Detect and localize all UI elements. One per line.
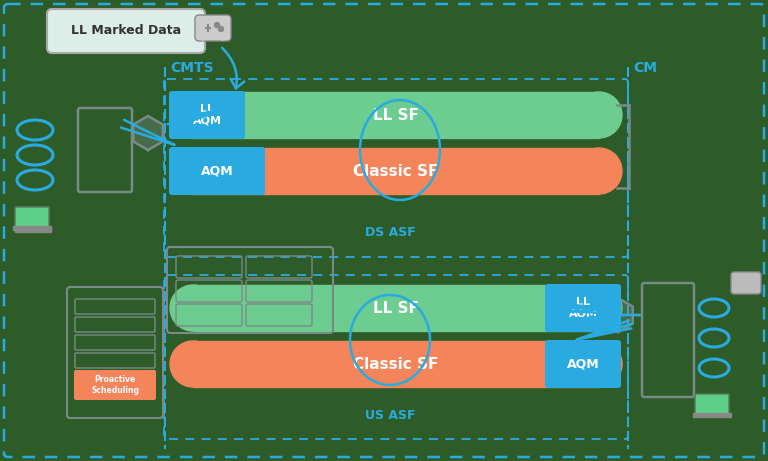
Circle shape bbox=[576, 92, 622, 138]
Bar bbox=[15, 228, 51, 232]
Text: Classic SF: Classic SF bbox=[353, 164, 439, 178]
Bar bbox=[193, 92, 599, 138]
Text: LL
AQM: LL AQM bbox=[193, 104, 221, 126]
Text: AQM: AQM bbox=[200, 165, 233, 177]
Text: LL SF: LL SF bbox=[373, 107, 419, 123]
FancyBboxPatch shape bbox=[731, 272, 761, 294]
FancyBboxPatch shape bbox=[47, 9, 205, 53]
Text: CM: CM bbox=[633, 61, 657, 75]
Text: AQM: AQM bbox=[567, 357, 599, 371]
Text: LL Marked Data: LL Marked Data bbox=[71, 24, 181, 37]
Circle shape bbox=[576, 148, 622, 194]
FancyBboxPatch shape bbox=[169, 91, 245, 139]
Circle shape bbox=[170, 341, 216, 387]
Polygon shape bbox=[604, 298, 633, 332]
Text: US ASF: US ASF bbox=[365, 408, 415, 421]
Bar bbox=[13, 226, 51, 230]
Circle shape bbox=[198, 30, 208, 40]
Bar bbox=[693, 413, 731, 417]
Bar bbox=[193, 341, 599, 387]
Circle shape bbox=[170, 148, 216, 194]
Circle shape bbox=[576, 285, 622, 331]
Polygon shape bbox=[134, 116, 163, 150]
Circle shape bbox=[219, 26, 223, 31]
FancyBboxPatch shape bbox=[195, 15, 231, 41]
Circle shape bbox=[218, 30, 228, 40]
Text: Classic SF: Classic SF bbox=[353, 356, 439, 372]
FancyArrowPatch shape bbox=[222, 48, 244, 89]
Text: LL
AQM: LL AQM bbox=[568, 297, 598, 319]
FancyBboxPatch shape bbox=[74, 370, 156, 400]
Text: CMTS: CMTS bbox=[170, 61, 214, 75]
Text: DS ASF: DS ASF bbox=[365, 225, 415, 238]
FancyBboxPatch shape bbox=[169, 147, 265, 195]
Circle shape bbox=[170, 285, 216, 331]
FancyBboxPatch shape bbox=[545, 284, 621, 332]
FancyBboxPatch shape bbox=[695, 394, 729, 414]
Circle shape bbox=[214, 23, 220, 28]
FancyBboxPatch shape bbox=[545, 340, 621, 388]
Text: LL SF: LL SF bbox=[373, 301, 419, 315]
Circle shape bbox=[576, 341, 622, 387]
Bar bbox=[193, 285, 599, 331]
Circle shape bbox=[170, 92, 216, 138]
Bar bbox=[193, 148, 599, 194]
FancyBboxPatch shape bbox=[15, 207, 49, 227]
FancyBboxPatch shape bbox=[17, 207, 49, 229]
Text: Proactive
Scheduling: Proactive Scheduling bbox=[91, 375, 139, 395]
